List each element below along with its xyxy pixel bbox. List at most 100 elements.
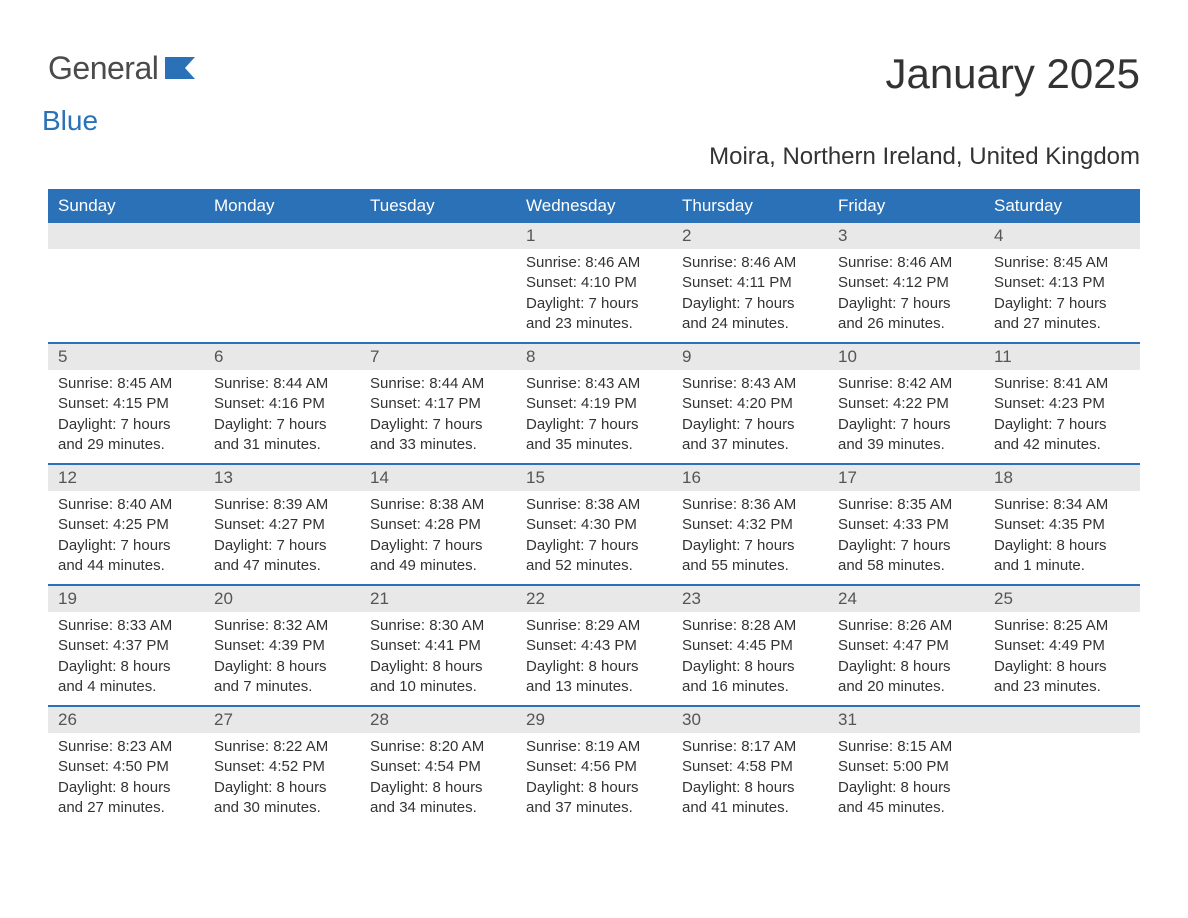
day-body: Sunrise: 8:15 AMSunset: 5:00 PMDaylight:…: [828, 733, 984, 826]
day-daylight1: Daylight: 7 hours: [58, 536, 194, 556]
calendar-day: 6Sunrise: 8:44 AMSunset: 4:16 PMDaylight…: [204, 344, 360, 463]
day-daylight2: and 42 minutes.: [994, 435, 1130, 455]
calendar-day: 21Sunrise: 8:30 AMSunset: 4:41 PMDayligh…: [360, 586, 516, 705]
weekday-header: Thursday: [672, 189, 828, 223]
day-daylight1: Daylight: 8 hours: [58, 657, 194, 677]
logo-text-blue: Blue: [42, 105, 203, 137]
day-body: Sunrise: 8:17 AMSunset: 4:58 PMDaylight:…: [672, 733, 828, 826]
day-body: Sunrise: 8:35 AMSunset: 4:33 PMDaylight:…: [828, 491, 984, 584]
day-daylight2: and 34 minutes.: [370, 798, 506, 818]
day-sunset: Sunset: 4:12 PM: [838, 273, 974, 293]
logo-flag-icon: [165, 66, 203, 83]
calendar-day: 14Sunrise: 8:38 AMSunset: 4:28 PMDayligh…: [360, 465, 516, 584]
calendar-day: 26Sunrise: 8:23 AMSunset: 4:50 PMDayligh…: [48, 707, 204, 826]
day-daylight2: and 10 minutes.: [370, 677, 506, 697]
day-daylight2: and 23 minutes.: [526, 314, 662, 334]
day-sunrise: Sunrise: 8:30 AM: [370, 616, 506, 636]
calendar-day: 20Sunrise: 8:32 AMSunset: 4:39 PMDayligh…: [204, 586, 360, 705]
day-number: 19: [48, 586, 204, 612]
day-daylight1: Daylight: 8 hours: [526, 657, 662, 677]
day-daylight2: and 23 minutes.: [994, 677, 1130, 697]
day-daylight2: and 58 minutes.: [838, 556, 974, 576]
calendar-day: 18Sunrise: 8:34 AMSunset: 4:35 PMDayligh…: [984, 465, 1140, 584]
day-body: Sunrise: 8:28 AMSunset: 4:45 PMDaylight:…: [672, 612, 828, 705]
calendar-week: 19Sunrise: 8:33 AMSunset: 4:37 PMDayligh…: [48, 584, 1140, 705]
day-body: Sunrise: 8:45 AMSunset: 4:15 PMDaylight:…: [48, 370, 204, 463]
day-body: Sunrise: 8:38 AMSunset: 4:30 PMDaylight:…: [516, 491, 672, 584]
day-body: Sunrise: 8:36 AMSunset: 4:32 PMDaylight:…: [672, 491, 828, 584]
day-daylight2: and 52 minutes.: [526, 556, 662, 576]
day-sunset: Sunset: 4:30 PM: [526, 515, 662, 535]
calendar-day: 31Sunrise: 8:15 AMSunset: 5:00 PMDayligh…: [828, 707, 984, 826]
day-number: 8: [516, 344, 672, 370]
day-sunset: Sunset: 4:20 PM: [682, 394, 818, 414]
day-sunset: Sunset: 5:00 PM: [838, 757, 974, 777]
day-number: 27: [204, 707, 360, 733]
calendar-week: 12Sunrise: 8:40 AMSunset: 4:25 PMDayligh…: [48, 463, 1140, 584]
day-daylight2: and 37 minutes.: [682, 435, 818, 455]
day-number: 15: [516, 465, 672, 491]
calendar-day: 12Sunrise: 8:40 AMSunset: 4:25 PMDayligh…: [48, 465, 204, 584]
day-sunrise: Sunrise: 8:29 AM: [526, 616, 662, 636]
day-sunrise: Sunrise: 8:46 AM: [682, 253, 818, 273]
day-sunrise: Sunrise: 8:36 AM: [682, 495, 818, 515]
calendar-day: 17Sunrise: 8:35 AMSunset: 4:33 PMDayligh…: [828, 465, 984, 584]
day-daylight2: and 44 minutes.: [58, 556, 194, 576]
calendar-day: 13Sunrise: 8:39 AMSunset: 4:27 PMDayligh…: [204, 465, 360, 584]
day-sunset: Sunset: 4:13 PM: [994, 273, 1130, 293]
day-body: Sunrise: 8:39 AMSunset: 4:27 PMDaylight:…: [204, 491, 360, 584]
day-number: 31: [828, 707, 984, 733]
day-sunset: Sunset: 4:58 PM: [682, 757, 818, 777]
logo-text-general: General: [48, 50, 158, 86]
day-sunrise: Sunrise: 8:43 AM: [682, 374, 818, 394]
day-number: 23: [672, 586, 828, 612]
day-daylight1: Daylight: 7 hours: [838, 294, 974, 314]
day-daylight1: Daylight: 7 hours: [994, 415, 1130, 435]
day-daylight1: Daylight: 8 hours: [994, 657, 1130, 677]
calendar-week: 26Sunrise: 8:23 AMSunset: 4:50 PMDayligh…: [48, 705, 1140, 826]
day-body: Sunrise: 8:46 AMSunset: 4:11 PMDaylight:…: [672, 249, 828, 342]
day-sunset: Sunset: 4:11 PM: [682, 273, 818, 293]
day-sunset: Sunset: 4:52 PM: [214, 757, 350, 777]
day-number: 3: [828, 223, 984, 249]
day-daylight1: Daylight: 7 hours: [682, 536, 818, 556]
day-daylight2: and 35 minutes.: [526, 435, 662, 455]
day-daylight1: Daylight: 7 hours: [994, 294, 1130, 314]
day-body: Sunrise: 8:46 AMSunset: 4:10 PMDaylight:…: [516, 249, 672, 342]
day-sunrise: Sunrise: 8:20 AM: [370, 737, 506, 757]
day-number: 20: [204, 586, 360, 612]
day-body: Sunrise: 8:43 AMSunset: 4:20 PMDaylight:…: [672, 370, 828, 463]
weeks-container: 1Sunrise: 8:46 AMSunset: 4:10 PMDaylight…: [48, 223, 1140, 826]
calendar-day: 15Sunrise: 8:38 AMSunset: 4:30 PMDayligh…: [516, 465, 672, 584]
day-sunset: Sunset: 4:35 PM: [994, 515, 1130, 535]
day-number: [984, 707, 1140, 733]
day-number: 9: [672, 344, 828, 370]
day-sunset: Sunset: 4:23 PM: [994, 394, 1130, 414]
day-body: Sunrise: 8:43 AMSunset: 4:19 PMDaylight:…: [516, 370, 672, 463]
day-number: 10: [828, 344, 984, 370]
day-sunrise: Sunrise: 8:41 AM: [994, 374, 1130, 394]
calendar-day: 7Sunrise: 8:44 AMSunset: 4:17 PMDaylight…: [360, 344, 516, 463]
day-body: Sunrise: 8:38 AMSunset: 4:28 PMDaylight:…: [360, 491, 516, 584]
day-body: Sunrise: 8:34 AMSunset: 4:35 PMDaylight:…: [984, 491, 1140, 584]
day-daylight1: Daylight: 8 hours: [682, 657, 818, 677]
calendar-day: 9Sunrise: 8:43 AMSunset: 4:20 PMDaylight…: [672, 344, 828, 463]
day-daylight2: and 16 minutes.: [682, 677, 818, 697]
day-daylight1: Daylight: 8 hours: [370, 778, 506, 798]
day-daylight1: Daylight: 7 hours: [214, 415, 350, 435]
day-daylight1: Daylight: 8 hours: [682, 778, 818, 798]
calendar-day: 1Sunrise: 8:46 AMSunset: 4:10 PMDaylight…: [516, 223, 672, 342]
day-daylight1: Daylight: 8 hours: [838, 657, 974, 677]
calendar-day: 24Sunrise: 8:26 AMSunset: 4:47 PMDayligh…: [828, 586, 984, 705]
day-sunrise: Sunrise: 8:38 AM: [526, 495, 662, 515]
day-daylight2: and 26 minutes.: [838, 314, 974, 334]
day-number: 26: [48, 707, 204, 733]
calendar-day: 8Sunrise: 8:43 AMSunset: 4:19 PMDaylight…: [516, 344, 672, 463]
day-number: 12: [48, 465, 204, 491]
day-body: Sunrise: 8:46 AMSunset: 4:12 PMDaylight:…: [828, 249, 984, 342]
day-sunrise: Sunrise: 8:46 AM: [526, 253, 662, 273]
day-number: 22: [516, 586, 672, 612]
day-body: Sunrise: 8:41 AMSunset: 4:23 PMDaylight:…: [984, 370, 1140, 463]
day-body: Sunrise: 8:42 AMSunset: 4:22 PMDaylight:…: [828, 370, 984, 463]
calendar-day: 25Sunrise: 8:25 AMSunset: 4:49 PMDayligh…: [984, 586, 1140, 705]
